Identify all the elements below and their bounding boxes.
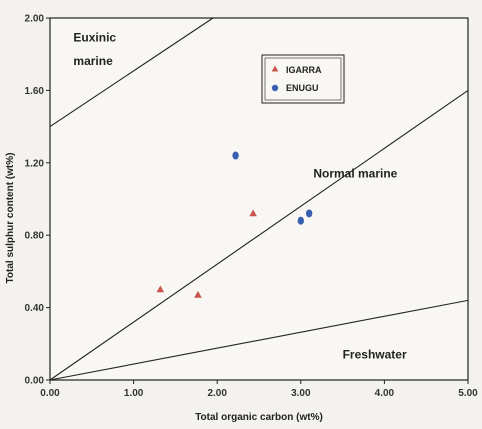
boundary-lines [49,17,469,381]
point-enugu [297,216,304,225]
y-tick-label: 1.20 [25,158,45,169]
point-igarra [156,285,165,293]
region-label: marine [73,54,113,68]
legend-igarra-marker [271,65,279,72]
y-tick-label: 0.40 [25,303,45,314]
legend: IGARRA ENUGU [261,54,345,104]
x-tick-label: 2.00 [207,388,227,399]
legend-box-inner [264,57,342,101]
x-tick-label: 5.00 [458,388,478,399]
euxinic-boundary [49,17,214,128]
legend-box [261,54,345,104]
x-tick-label: 3.00 [291,388,311,399]
y-axis-title: Total sulphur content (wt%) [5,153,16,284]
x-tick-label: 0.00 [40,388,60,399]
point-enugu [232,151,239,160]
region-label: Euxinic [73,31,116,45]
y-tick-label: 2.00 [25,14,45,25]
x-axis-title: Total organic carbon (wt%) [195,412,323,423]
point-enugu [305,209,313,218]
y-tick-label: 0.80 [25,231,45,242]
x-tick-label: 1.00 [124,388,144,399]
x-axis-ticks: 0.00 1.00 2.00 3.00 4.00 5.00 [40,380,478,399]
freshwater-line [49,299,469,381]
legend-igarra-label: IGARRA [286,65,322,75]
region-label: Freshwater [343,347,407,361]
point-igarra [194,290,202,298]
region-label: Normal marine [313,166,397,180]
region-labels: Euxinic marine Normal marine Freshwater [73,31,407,362]
y-tick-label: 1.60 [25,86,45,97]
plot-frame [49,17,469,381]
legend-enugu-marker [271,84,279,92]
point-igarra [249,209,257,217]
normal-marine-line [49,89,469,381]
legend-enugu-label: ENUGU [286,83,319,93]
y-tick-label: 0.00 [25,376,45,387]
y-axis-ticks: 0.00 0.40 0.80 1.20 1.60 2.00 [25,14,50,387]
x-tick-label: 4.00 [375,388,395,399]
data-points [156,151,313,298]
